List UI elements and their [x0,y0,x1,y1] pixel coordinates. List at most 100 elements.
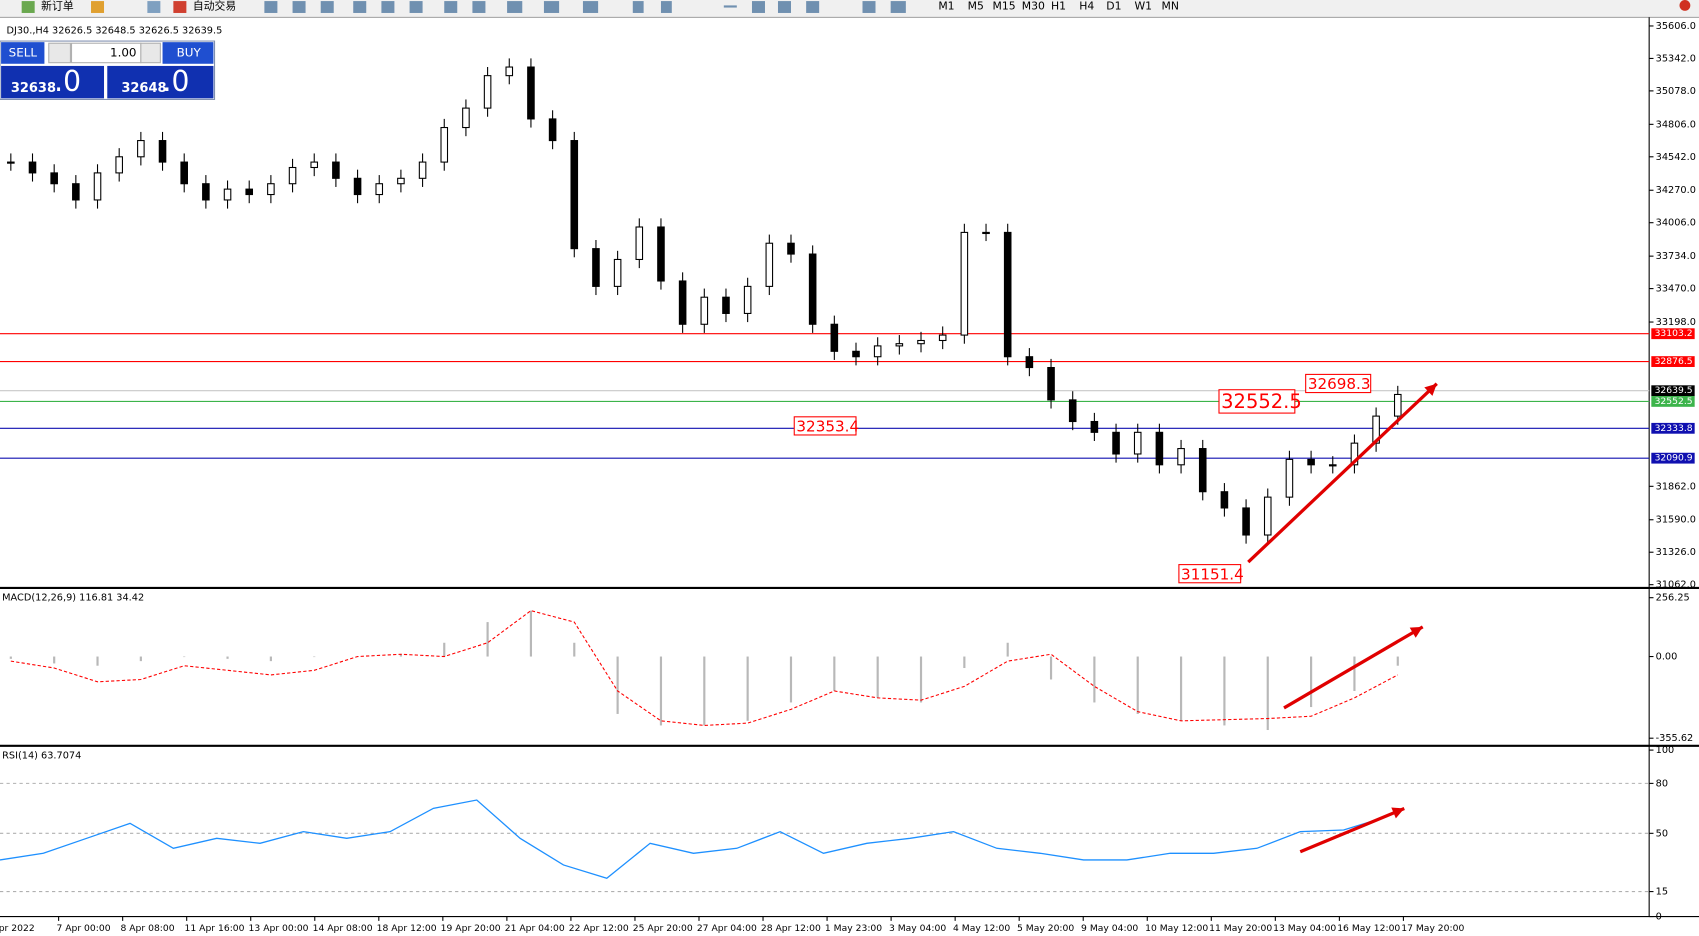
macd-bar [1093,656,1096,703]
macd-bar [963,656,966,669]
time-label: 28 Apr 12:00 [761,923,821,934]
timeframe-bar: M1 M5 M15 M30 H1 H4 D1 W1 MN [938,0,1179,12]
candle-body [1090,420,1099,433]
candle-body [137,140,145,158]
new-order-button[interactable]: 新订单 [41,0,74,12]
macd-bar [399,654,402,657]
level-tag [1651,452,1695,464]
buy-label: BUY [177,45,202,59]
time-label: 13 May 04:00 [1273,923,1336,934]
level-label: 32552.5 [1655,396,1693,407]
macd-bar [1266,656,1269,731]
macd-bar [659,656,663,726]
candle-body [787,242,795,255]
buy-button[interactable] [162,42,214,64]
macd-bar [919,656,923,703]
macd-bar [1396,656,1399,666]
macd-bar [833,656,836,691]
time-label: 4 May 12:00 [953,923,1010,934]
time-label: 10 May 12:00 [1145,923,1208,934]
timeframe-button[interactable]: M5 [968,0,984,12]
candle-body [245,188,254,196]
price-annotation: 32552.5 [1221,390,1302,413]
y-tick-label: 35606.0 [1656,21,1696,32]
macd-bar [746,656,749,721]
candle-body [700,296,709,325]
arrow-head [1409,626,1423,638]
sell-button[interactable] [1,42,45,64]
y-tick-label: 34006.0 [1656,218,1696,229]
candle-body [462,107,470,129]
level-tag [1651,396,1695,407]
macd-bar [96,656,99,666]
ask-box[interactable] [107,65,214,99]
candle-body [115,156,123,174]
macd-bar [573,642,576,657]
time-label: 18 Apr 12:00 [377,923,437,934]
y-tick-label: 50 [1656,828,1668,839]
price-annotation-box [1218,389,1296,414]
candle-body [635,226,644,261]
y-tick-label: 35342.0 [1656,53,1696,64]
macd-bar [789,656,793,703]
y-tick-label: 80 [1656,778,1668,789]
candle-body [613,258,622,287]
candle-body [180,161,188,185]
candle-body [1155,431,1164,466]
y-tick-label: 31590.0 [1656,515,1696,526]
timeframe-button[interactable]: MN [1162,0,1179,12]
candle-body [267,183,275,196]
candle-body [1220,491,1229,509]
timeframe-button[interactable]: M30 [1022,0,1045,12]
macd-bar [9,656,12,659]
alert-icon[interactable] [1679,0,1691,11]
level-tag [1651,328,1695,340]
candle-body [1328,464,1337,467]
auto-trading-button[interactable]: 自动交易 [193,0,236,12]
time-label: 11 Apr 16:00 [185,923,245,934]
time-label: 25 Apr 20:00 [633,923,693,934]
macd-bar [529,610,533,657]
time-label: 21 Apr 04:00 [505,923,565,934]
candle-body [202,183,210,201]
candle-body [678,280,687,325]
time-label: 3 May 04:00 [889,923,946,934]
lot-down[interactable] [48,42,71,64]
candle-body [158,140,167,163]
y-tick-label: 0.00 [1656,652,1678,663]
candle-body [895,343,904,347]
timeframe-button[interactable]: W1 [1134,0,1152,12]
price-annotation: 32698.3 [1308,375,1371,393]
candle-body [1263,496,1272,536]
one-click-panel: SELL 1.00 BUY 32638 .0 32648 .0 [0,40,216,100]
level-tag [1651,385,1695,397]
time-label: 1 May 23:00 [825,923,882,934]
bid-box[interactable] [1,65,105,99]
candle-body [743,285,752,314]
macd-bar [1136,656,1139,714]
trend-arrow [1247,382,1438,564]
candle-body [852,350,860,358]
y-tick-label: 0 [1656,912,1662,923]
time-label: 27 Apr 04:00 [697,923,757,934]
y-tick-label: 31862.0 [1656,481,1696,492]
icon [147,1,161,13]
timeframe-button[interactable]: M1 [938,0,954,12]
timeframe-button[interactable]: H4 [1079,0,1094,12]
lot-up[interactable] [140,42,161,64]
macd-bar [53,656,56,664]
y-tick-label: 33734.0 [1656,251,1696,262]
timeframe-button[interactable]: D1 [1106,0,1121,12]
ask-fraction: .0 [163,65,190,98]
macd-bar [139,656,142,662]
timeframe-button[interactable]: H1 [1051,0,1066,12]
macd-bar [616,656,619,714]
trend-arrow [1283,625,1424,710]
candle-body [592,248,600,287]
candle-body [938,334,947,342]
y-tick-label: -355.62 [1656,733,1694,744]
macd-bar [443,642,446,657]
timeframe-button[interactable]: M15 [993,0,1016,12]
time-label: Apr 2022 [0,923,35,934]
